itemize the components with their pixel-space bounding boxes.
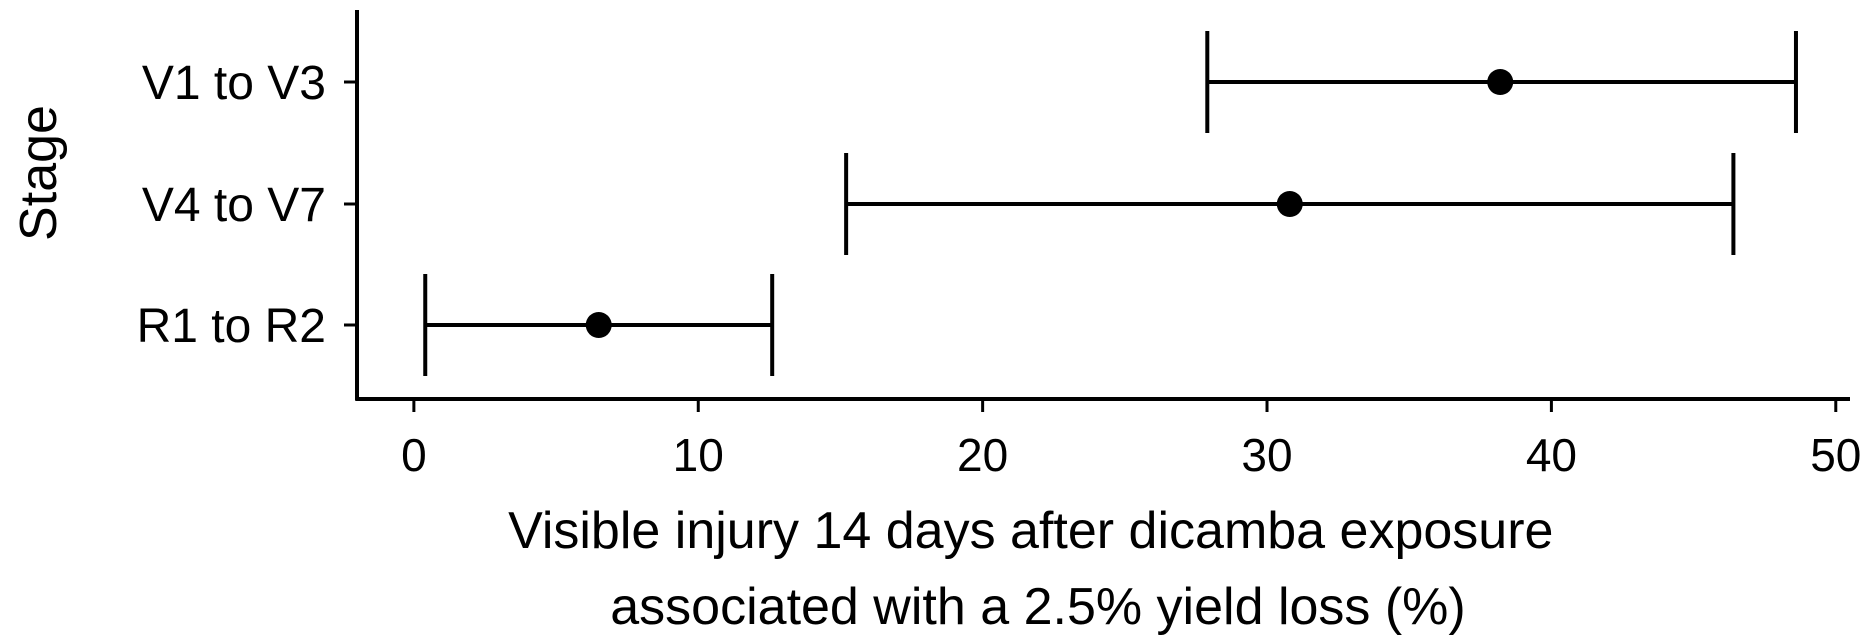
estimate-point [1276,191,1303,217]
axes: 0 10 20 30 40 50 V1 to V3 V4 to V7 R1 to R2 [137,10,1861,481]
estimate-point [1487,69,1514,95]
y-tick-label: V4 to V7 [142,179,326,232]
x-tick-label: 0 [401,429,427,481]
x-axis-title-line-2: associated with a 2.5% yield loss (%) [610,578,1466,636]
error-bar-group [844,153,1736,255]
estimate-point [585,312,612,338]
x-axis-title: Visible injury 14 days after dicamba exp… [508,502,1568,636]
x-tick-label: 30 [1241,429,1292,481]
x-tick-label: 50 [1810,429,1861,481]
x-axis-title-line-1: Visible injury 14 days after dicamba exp… [508,502,1553,560]
x-tick-label: 40 [1526,429,1577,481]
error-bar-group [1205,31,1798,133]
error-bar-group [423,274,775,376]
x-tick-label: 20 [957,429,1008,481]
plot-area [423,31,1798,376]
x-tick-label: 10 [673,429,724,481]
y-tick-label: V1 to V3 [142,57,326,110]
y-axis-title: Stage [10,105,68,241]
y-tick-label: R1 to R2 [137,300,326,353]
